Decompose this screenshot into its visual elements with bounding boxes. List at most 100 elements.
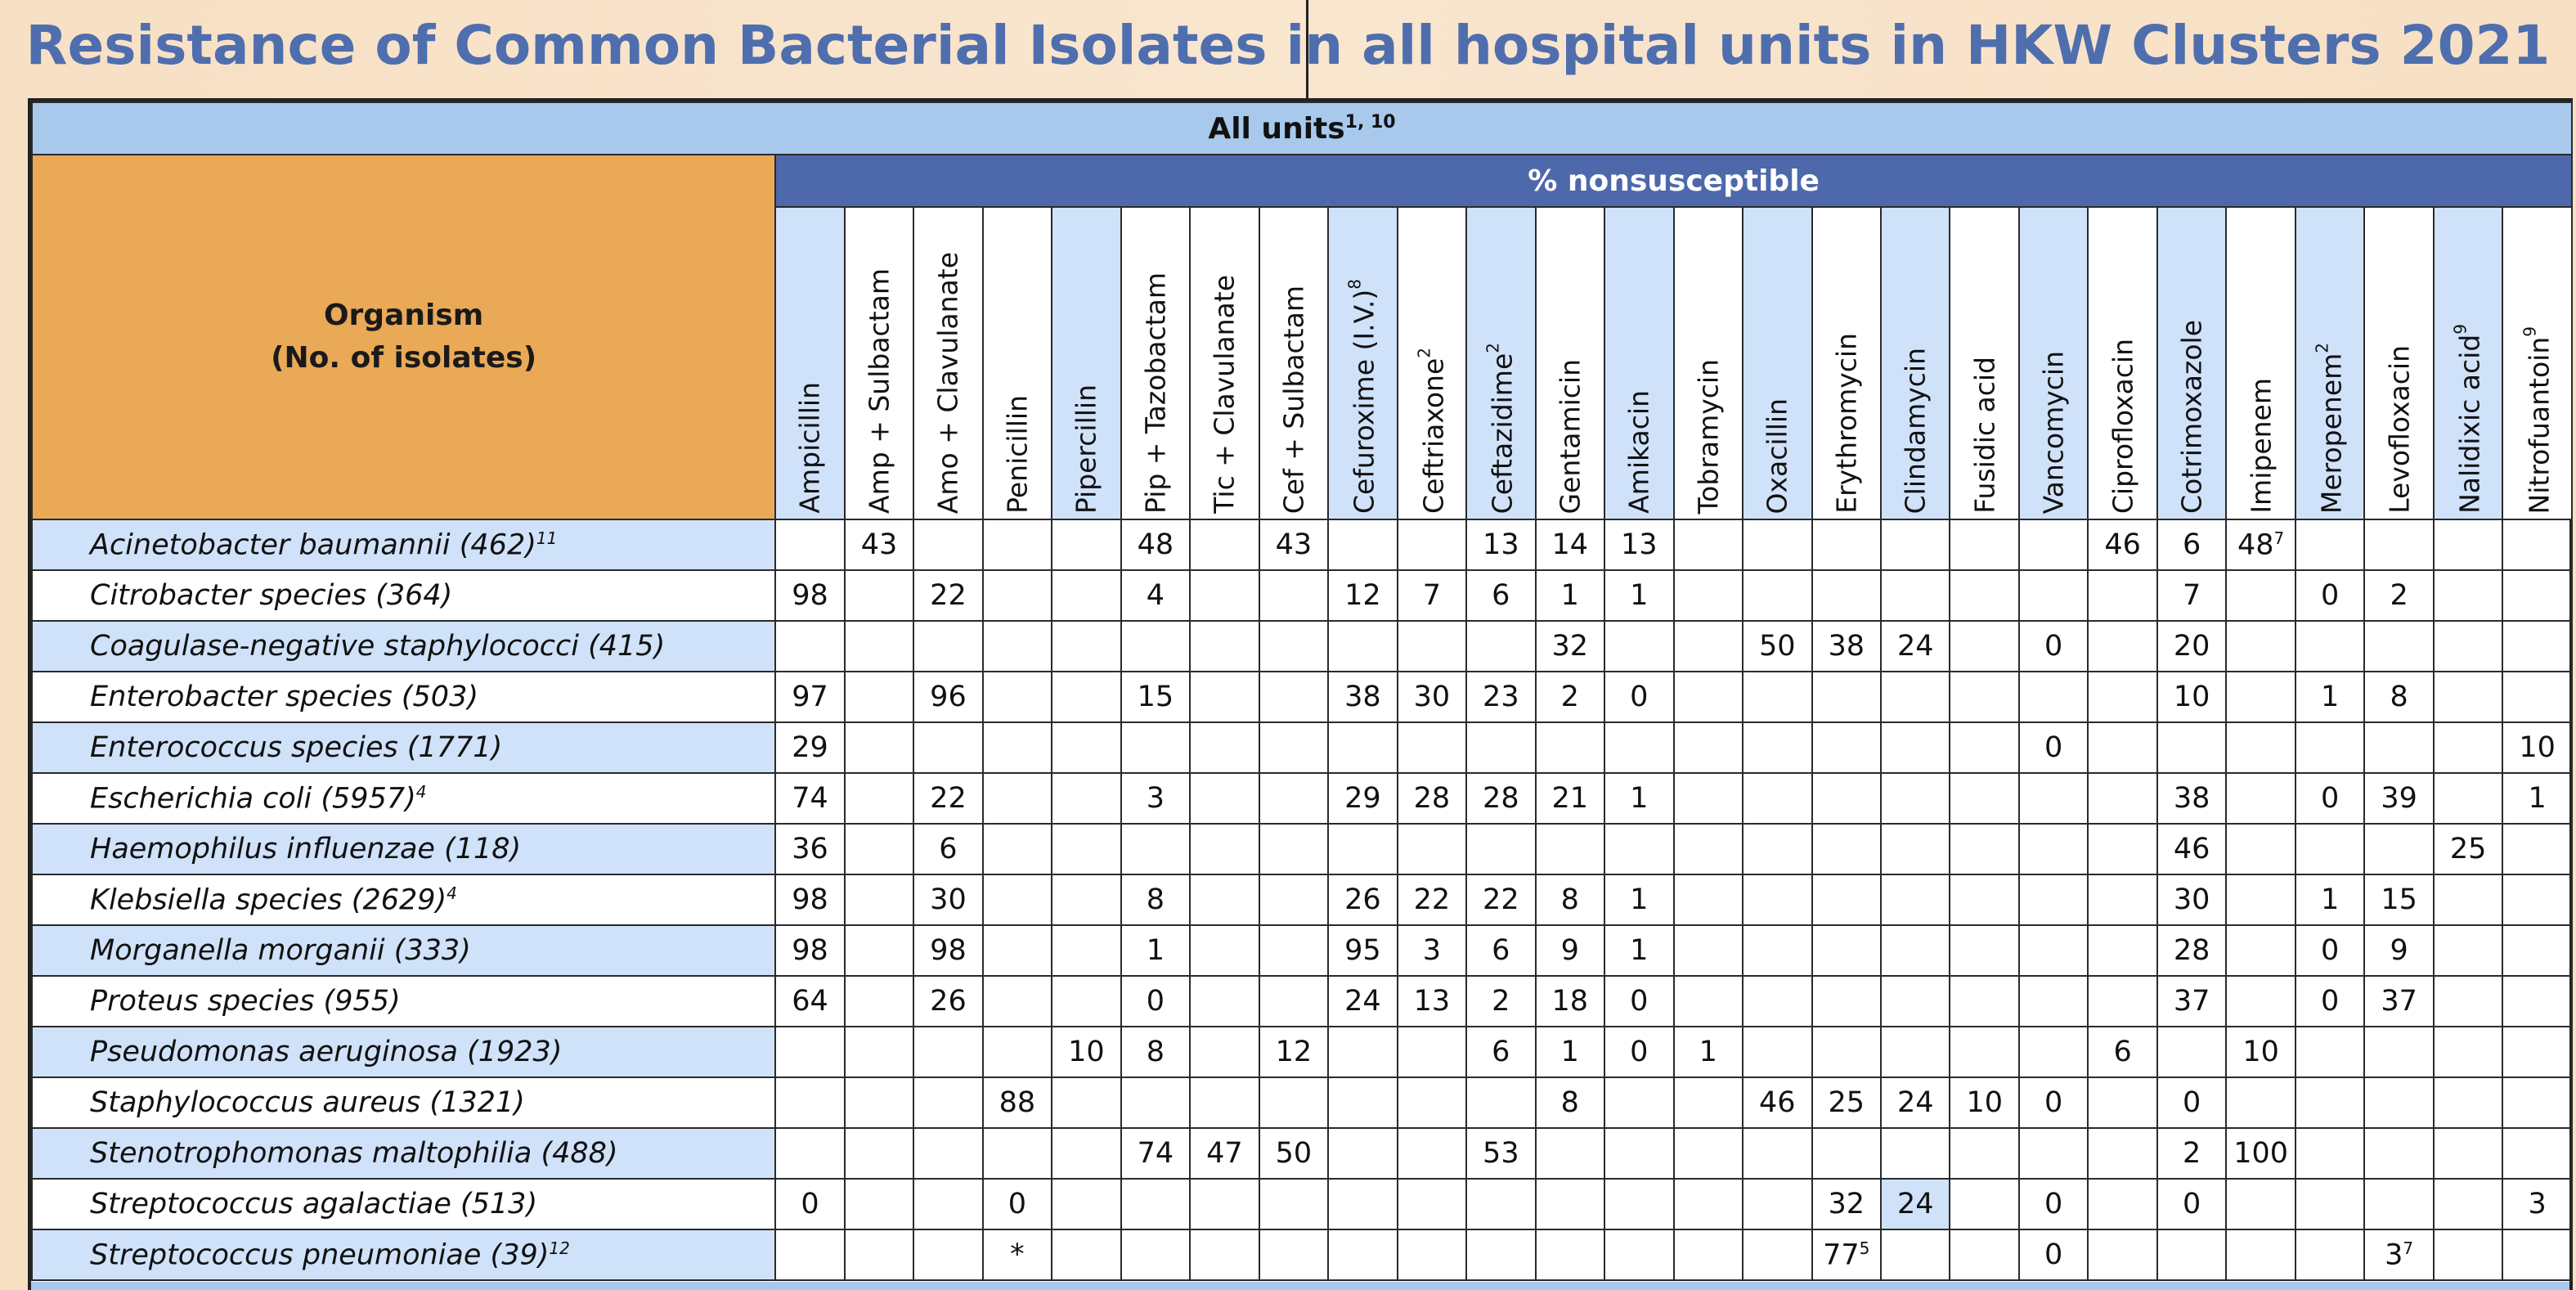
value-cell: 10: [1949, 1076, 2020, 1129]
value-cell: 0: [2156, 1178, 2228, 1230]
resistance-value: 48: [1137, 528, 1174, 561]
value-cell: 98: [774, 569, 846, 622]
value-cell: [2502, 1076, 2573, 1129]
value-cell: [2017, 772, 2089, 825]
organism-name: Staphylococcus aureus (1321): [90, 1086, 525, 1119]
value-cell: [843, 569, 915, 622]
resistance-value: 47: [1206, 1137, 1243, 1170]
value-cell: [2502, 569, 2573, 622]
resistance-value: 28: [2173, 934, 2210, 967]
value-cell: [1949, 721, 2020, 774]
resistance-value: 0: [2320, 782, 2340, 815]
antibiotic-header: Ceftriaxone2: [1396, 206, 1468, 520]
value-cell: 0: [2017, 1178, 2089, 1230]
value-cell: 0: [2017, 620, 2089, 672]
value-cell: [1672, 924, 1744, 977]
value-cell: [1879, 924, 1951, 977]
antibiotic-name: Pipercillin: [1070, 384, 1102, 514]
table-row: Coagulase-negative staphylococci (415) 32…: [30, 620, 2573, 672]
antibiotic-header: Amikacin: [1604, 206, 1675, 520]
value-cell: [2225, 924, 2296, 977]
value-cell: [774, 1076, 846, 1129]
value-cell: 6: [1465, 1026, 1537, 1078]
value-cell: [774, 1229, 846, 1281]
value-cell: [774, 519, 846, 571]
value-cell: [2432, 1076, 2504, 1129]
value-cell: [2432, 721, 2504, 774]
value-cell: 775: [1811, 1229, 1882, 1281]
value-cell: [2087, 1178, 2158, 1230]
value-cell: 28: [1465, 772, 1537, 825]
resistance-value: 100: [2233, 1137, 2289, 1170]
value-cell: 9: [1534, 924, 1606, 977]
table-row: Citrobacter species (364) 98 22 4 12 7 6 1 1 7 0 2: [30, 569, 2573, 622]
value-cell: 1: [1534, 1026, 1606, 1078]
value-cell: [981, 924, 1053, 977]
value-cell: [843, 1127, 915, 1180]
value-cell: [1189, 569, 1260, 622]
table-row: Streptococcus pneumoniae (39)12 * 775 0 37: [30, 1229, 2573, 1281]
value-cell: [1949, 1127, 2020, 1180]
value-cell: 74: [774, 772, 846, 825]
value-cell: [2294, 823, 2366, 875]
value-cell: [2017, 569, 2089, 622]
value-cell: [1258, 823, 1330, 875]
value-cell: [2502, 975, 2573, 1027]
value-cell: 38: [1811, 620, 1882, 672]
value-cell: [1258, 569, 1330, 622]
value-cell: [1672, 1127, 1744, 1180]
value-cell: [2294, 1178, 2366, 1230]
antibiotic-name: Levofloxacin: [2383, 345, 2416, 514]
resistance-value: 10: [1068, 1036, 1105, 1068]
value-cell: 6: [1465, 924, 1537, 977]
value-cell: [2502, 874, 2573, 926]
value-cell: [1811, 874, 1882, 926]
value-cell: 1: [1534, 569, 1606, 622]
resistance-value: 30: [2173, 883, 2210, 916]
antibiotic-footnote: 9: [2520, 326, 2540, 337]
value-cell: [1327, 823, 1398, 875]
resistance-value: 50: [1758, 630, 1796, 663]
organism-name: Haemophilus influenzae (118): [90, 833, 522, 865]
resistance-value: 9: [2390, 934, 2408, 967]
value-cell: [1811, 671, 1882, 723]
value-cell: [1672, 975, 1744, 1027]
value-cell: 15: [1120, 671, 1192, 723]
value-cell: 1: [1604, 772, 1675, 825]
value-cell: [2087, 975, 2158, 1027]
value-cell: [2432, 519, 2504, 571]
value-cell: [2502, 1127, 2573, 1180]
value-cell: [2156, 1026, 2228, 1078]
value-cell: [2087, 874, 2158, 926]
value-cell: 37: [2363, 975, 2435, 1027]
value-cell: 1: [1604, 874, 1675, 926]
value-cell: 0: [2017, 1229, 2089, 1281]
resistance-value: 26: [930, 985, 967, 1018]
value-cell: [2225, 721, 2296, 774]
value-cell: [1879, 721, 1951, 774]
value-cell: [1189, 671, 1260, 723]
resistance-value: 74: [792, 782, 828, 815]
value-cell: [1258, 620, 1330, 672]
resistance-value: 64: [792, 985, 828, 1018]
value-cell: 28: [1396, 772, 1468, 825]
organism-cell: Haemophilus influenzae (118): [30, 823, 777, 875]
value-cell: [1051, 1127, 1122, 1180]
value-cell: [1811, 823, 1882, 875]
antibiotic-name: Vancomycin: [2037, 350, 2070, 514]
resistance-value: 10: [2173, 681, 2210, 713]
value-cell: [1604, 721, 1675, 774]
antibiotic-header: Pip + Tazobactam: [1120, 206, 1192, 520]
antibiotic-name: Oxacillin: [1761, 398, 1793, 514]
value-cell: [1396, 519, 1468, 571]
value-cell: [774, 620, 846, 672]
value-cell: [2087, 721, 2158, 774]
value-cell: [1258, 1229, 1330, 1281]
value-cell: 0: [1604, 671, 1675, 723]
value-cell: 47: [1189, 1127, 1260, 1180]
value-cell: 30: [913, 874, 984, 926]
resistance-value: 10: [2519, 731, 2556, 764]
value-cell: 10: [1051, 1026, 1122, 1078]
value-cell: [981, 874, 1053, 926]
organism-name: Citrobacter species (364): [90, 579, 453, 612]
